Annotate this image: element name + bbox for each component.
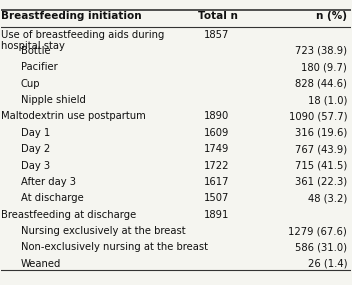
Text: At discharge: At discharge	[21, 193, 83, 203]
Text: 586 (31.0): 586 (31.0)	[295, 243, 347, 253]
Text: 723 (38.9): 723 (38.9)	[295, 46, 347, 56]
Text: 1617: 1617	[204, 177, 230, 187]
Text: 715 (41.5): 715 (41.5)	[295, 160, 347, 170]
Text: Breastfeeding at discharge: Breastfeeding at discharge	[1, 210, 137, 220]
Text: 1609: 1609	[204, 128, 229, 138]
Text: Pacifier: Pacifier	[21, 62, 57, 72]
Text: Weaned: Weaned	[21, 259, 61, 269]
Text: Breastfeeding initiation: Breastfeeding initiation	[1, 11, 142, 21]
Text: Day 2: Day 2	[21, 144, 50, 154]
Text: 1507: 1507	[204, 193, 229, 203]
Text: Bottle: Bottle	[21, 46, 50, 56]
Text: 1891: 1891	[204, 210, 229, 220]
Text: 316 (19.6): 316 (19.6)	[295, 128, 347, 138]
Text: 1090 (57.7): 1090 (57.7)	[289, 111, 347, 121]
Text: 1722: 1722	[204, 160, 230, 170]
Text: 48 (3.2): 48 (3.2)	[308, 193, 347, 203]
Text: 1890: 1890	[204, 111, 229, 121]
Text: Total n: Total n	[198, 11, 238, 21]
Text: 828 (44.6): 828 (44.6)	[295, 79, 347, 89]
Text: 1279 (67.6): 1279 (67.6)	[288, 226, 347, 236]
Text: 180 (9.7): 180 (9.7)	[301, 62, 347, 72]
Text: Nursing exclusively at the breast: Nursing exclusively at the breast	[21, 226, 185, 236]
Text: Maltodextrin use postpartum: Maltodextrin use postpartum	[1, 111, 146, 121]
Text: Non-exclusively nursing at the breast: Non-exclusively nursing at the breast	[21, 243, 208, 253]
Text: Use of breastfeeding aids during
hospital stay: Use of breastfeeding aids during hospita…	[1, 30, 165, 51]
Text: n (%): n (%)	[316, 11, 347, 21]
Text: 361 (22.3): 361 (22.3)	[295, 177, 347, 187]
Text: Day 3: Day 3	[21, 160, 50, 170]
Text: Day 1: Day 1	[21, 128, 50, 138]
Text: After day 3: After day 3	[21, 177, 76, 187]
Text: 1857: 1857	[204, 30, 229, 40]
Text: 18 (1.0): 18 (1.0)	[308, 95, 347, 105]
Text: 1749: 1749	[204, 144, 229, 154]
Text: 26 (1.4): 26 (1.4)	[308, 259, 347, 269]
Text: 767 (43.9): 767 (43.9)	[295, 144, 347, 154]
Text: Nipple shield: Nipple shield	[21, 95, 86, 105]
Text: Cup: Cup	[21, 79, 40, 89]
